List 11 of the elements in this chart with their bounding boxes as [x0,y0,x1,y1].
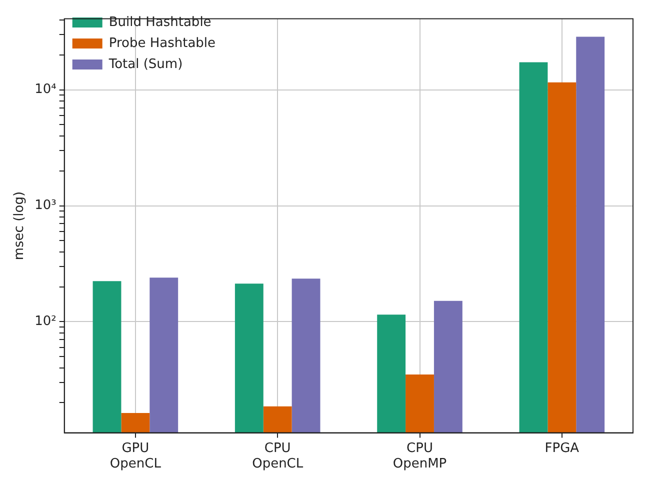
x-tick-label: GPU OpenCL [110,440,162,472]
legend-label: Probe Hashtable [108,36,216,51]
y-tick-label: 10³ [34,198,56,214]
x-tick-label: CPU OpenCL [252,440,304,472]
legend-label: Build Hashtable [108,14,212,30]
x-tick-label: FPGA [544,440,580,456]
y-tick-label: 10² [34,314,56,330]
y-axis-title: msec (log) [12,191,28,260]
y-tick-label: 10⁴ [34,82,56,98]
x-tick-label: CPU OpenMP [392,440,447,472]
legend-label: Total (Sum) [108,56,183,72]
